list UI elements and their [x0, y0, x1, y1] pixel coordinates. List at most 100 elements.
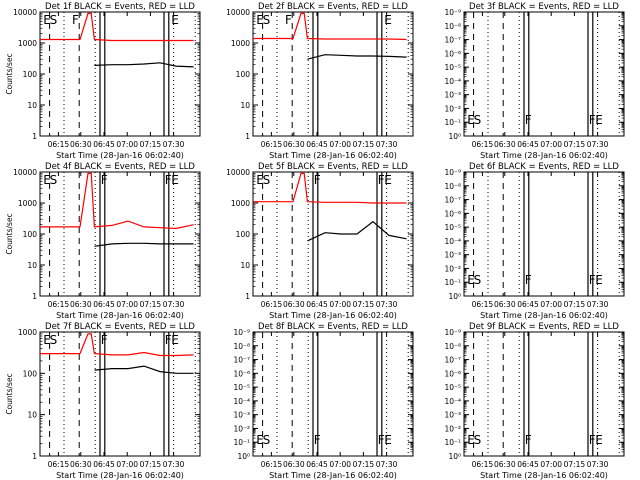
x-tick-label: 06:15: [261, 300, 283, 309]
event-marker-label: F: [101, 333, 108, 347]
y-tick-label: 10000: [226, 8, 250, 17]
plot-frame: [252, 11, 414, 137]
x-axis-label: Start Time (28-Jan-16 06:02:40): [269, 471, 397, 480]
x-tick-label: 07:30: [587, 140, 609, 149]
chart-title: Det 8f BLACK = Events, RED = LLD: [258, 322, 408, 332]
y-tick-label: 1000: [18, 328, 37, 337]
x-tick-label: 07:00: [540, 460, 562, 469]
y-tick-label: 10⁰: [237, 452, 250, 461]
x-tick-label: 06:30: [283, 140, 305, 149]
y-tick-label: 1: [245, 132, 250, 141]
y-tick-label: 10⁻²: [444, 104, 461, 113]
x-tick-label: 06:45: [517, 140, 539, 149]
y-tick-label: 10⁻⁹: [444, 168, 461, 177]
event-marker-label: E: [43, 333, 51, 347]
x-tick-label: 06:45: [306, 300, 328, 309]
x-tick-label: 06:15: [261, 460, 283, 469]
event-marker-label: E: [595, 273, 603, 287]
x-tick-label: 06:45: [306, 460, 328, 469]
x-tick-label: 06:15: [472, 140, 494, 149]
x-axis-label: Start Time (28-Jan-16 06:02:40): [56, 471, 184, 480]
event-marker-label: F: [314, 173, 321, 187]
x-tick-label: 07:15: [564, 300, 586, 309]
x-tick-label: 06:15: [48, 460, 70, 469]
y-tick-label: 100: [23, 230, 38, 239]
event-marker-label: E: [256, 173, 264, 187]
x-tick-label: 07:15: [140, 140, 162, 149]
chart-title: Det 4f BLACK = Events, RED = LLD: [45, 162, 195, 172]
y-tick-label: 10⁻⁸: [444, 22, 461, 31]
x-tick-label: 06:45: [93, 300, 115, 309]
chart-title: Det 5f BLACK = Events, RED = LLD: [258, 162, 408, 172]
event-marker-label: S: [474, 273, 482, 287]
y-tick-label: 10⁻⁴: [444, 397, 461, 406]
event-marker-label: F: [165, 333, 172, 347]
y-tick-label: 10⁻²: [444, 264, 461, 273]
x-axis-label: Start Time (28-Jan-16 06:02:40): [269, 311, 397, 320]
y-tick-label: 10⁻⁴: [444, 77, 461, 86]
event-marker-label: E: [467, 273, 475, 287]
y-tick-label: 10⁻⁶: [444, 49, 461, 58]
chart-title: Det 9f BLACK = Events, RED = LLD: [469, 322, 619, 332]
x-tick-label: 07:30: [376, 300, 398, 309]
events-series-line: [94, 62, 194, 68]
y-tick-label: 10⁻⁹: [444, 8, 461, 17]
event-marker-label: E: [43, 173, 51, 187]
x-tick-label: 06:30: [70, 460, 92, 469]
y-tick-label: 10: [240, 101, 250, 110]
y-tick-label: 10⁰: [448, 292, 461, 301]
y-tick-label: 10⁻⁶: [444, 369, 461, 378]
y-tick-label: 10⁻⁷: [444, 356, 461, 365]
x-tick-label: 07:00: [329, 300, 351, 309]
event-marker-label: E: [467, 113, 475, 127]
plot-frame: [39, 171, 201, 297]
event-marker-label: S: [474, 113, 482, 127]
event-marker-label: S: [263, 433, 271, 447]
y-tick-label: 10⁻³: [444, 91, 461, 100]
x-tick-label: 07:30: [587, 300, 609, 309]
x-tick-label: 07:00: [540, 140, 562, 149]
plot-frame: [252, 171, 414, 297]
y-tick-label: 10⁻⁷: [233, 356, 250, 365]
y-tick-label: 1: [32, 132, 37, 141]
event-marker-label: F: [72, 13, 79, 27]
x-tick-label: 06:15: [472, 300, 494, 309]
y-tick-label: 10⁻⁹: [233, 328, 250, 337]
x-tick-label: 07:30: [587, 460, 609, 469]
event-marker-label: E: [384, 173, 392, 187]
x-axis-label: Start Time (28-Jan-16 06:02:40): [480, 471, 608, 480]
chart-title: Det 1f BLACK = Events, RED = LLD: [45, 2, 195, 12]
plot-frame: [39, 331, 201, 457]
x-tick-label: 06:15: [261, 140, 283, 149]
y-tick-label: 10: [27, 101, 37, 110]
y-tick-label: 10⁻⁵: [444, 223, 461, 232]
x-tick-label: 07:00: [540, 300, 562, 309]
y-tick-label: 10⁻¹: [444, 118, 461, 127]
y-tick-label: 10⁻¹: [444, 278, 461, 287]
x-tick-label: 06:15: [472, 460, 494, 469]
chart-title: Det 3f BLACK = Events, RED = LLD: [469, 2, 619, 12]
y-tick-label: 10000: [226, 168, 250, 177]
y-tick-label: 10⁻⁹: [444, 328, 461, 337]
lld-series-line: [253, 172, 407, 204]
event-marker-label: E: [384, 433, 392, 447]
plot-frame: [39, 11, 201, 137]
x-tick-label: 07:00: [116, 460, 138, 469]
x-tick-label: 07:00: [116, 140, 138, 149]
x-tick-label: 06:45: [517, 300, 539, 309]
x-tick-label: 07:15: [140, 460, 162, 469]
y-tick-label: 10: [240, 261, 250, 270]
x-tick-label: 07:00: [329, 140, 351, 149]
y-tick-label: 1000: [231, 39, 250, 48]
y-tick-label: 10⁻¹: [444, 438, 461, 447]
y-tick-label: 10⁻⁵: [444, 63, 461, 72]
x-tick-label: 06:15: [48, 300, 70, 309]
event-marker-label: F: [314, 433, 321, 447]
y-tick-label: 10⁻⁵: [233, 383, 250, 392]
x-tick-label: 06:30: [70, 300, 92, 309]
event-marker-label: S: [50, 13, 58, 27]
chart-title: Det 7f BLACK = Events, RED = LLD: [45, 322, 195, 332]
event-marker-label: E: [43, 13, 51, 27]
y-tick-label: 10⁻²: [444, 424, 461, 433]
